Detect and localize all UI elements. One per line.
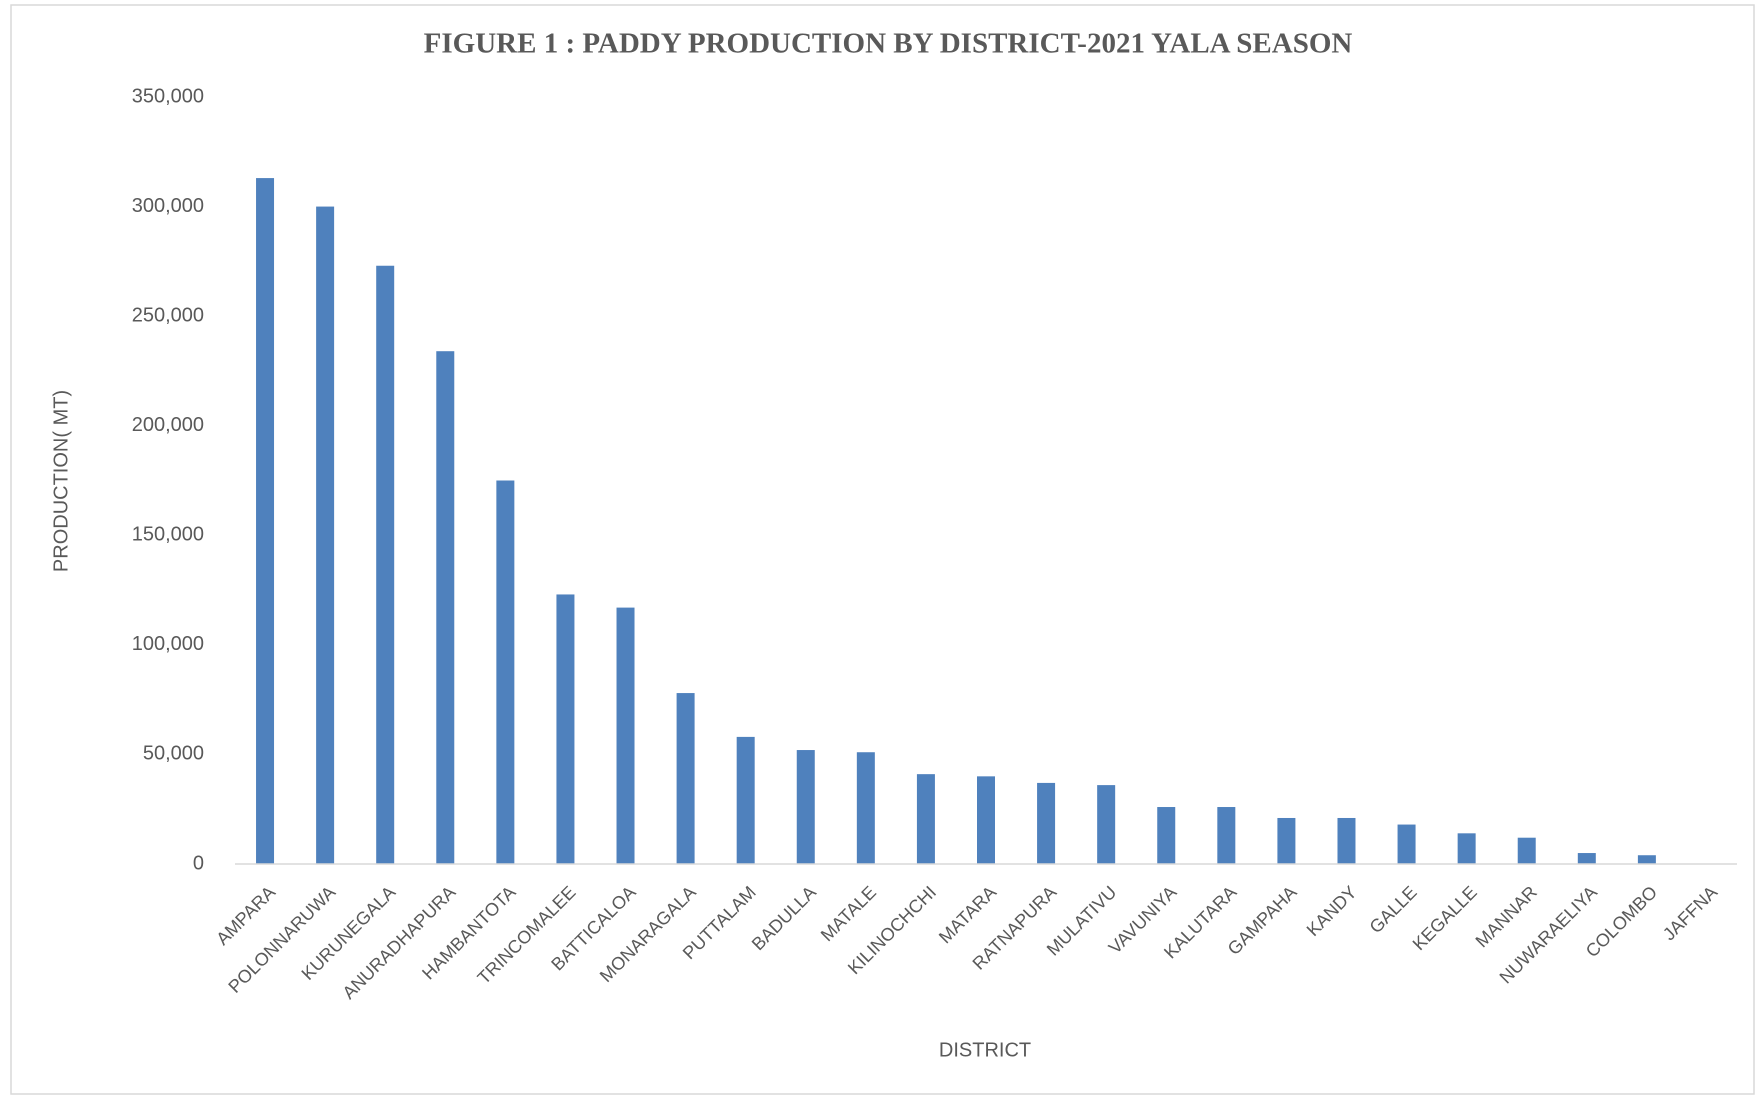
chart-title: FIGURE 1 : PADDY PRODUCTION BY DISTRICT-… [424,28,1353,60]
y-tick-label: 150,000 [132,524,204,546]
bar [1577,853,1596,864]
bar [676,693,695,864]
bar [1157,807,1176,864]
bar [736,736,755,864]
bar [376,265,395,864]
y-tick-label: 100,000 [132,633,204,655]
bar [1217,807,1236,864]
bar [616,607,635,864]
x-axis-title: DISTRICT [939,1039,1031,1061]
bar [496,480,515,864]
y-tick-label: 300,000 [132,195,204,217]
bar [556,594,575,864]
bar [1337,817,1356,864]
y-tick-label: 0 [193,852,204,874]
bar [436,351,455,865]
y-tick-label: 250,000 [132,304,204,326]
bar [316,206,335,865]
bar [916,774,935,864]
y-tick-label: 50,000 [143,743,204,765]
chart-border [10,4,1755,1095]
bar [1037,782,1056,864]
bar [1097,785,1116,864]
bar [1397,824,1416,864]
bar [1637,855,1656,864]
bar [1277,817,1296,864]
bar [796,750,815,864]
y-tick-label: 200,000 [132,414,204,436]
y-tick-label: 350,000 [132,85,204,107]
bar [977,776,995,864]
y-axis-title: PRODUCTION( MT) [50,390,72,572]
bar [856,752,875,864]
bar [1517,837,1536,864]
bar [1457,833,1476,864]
bar [256,178,275,864]
